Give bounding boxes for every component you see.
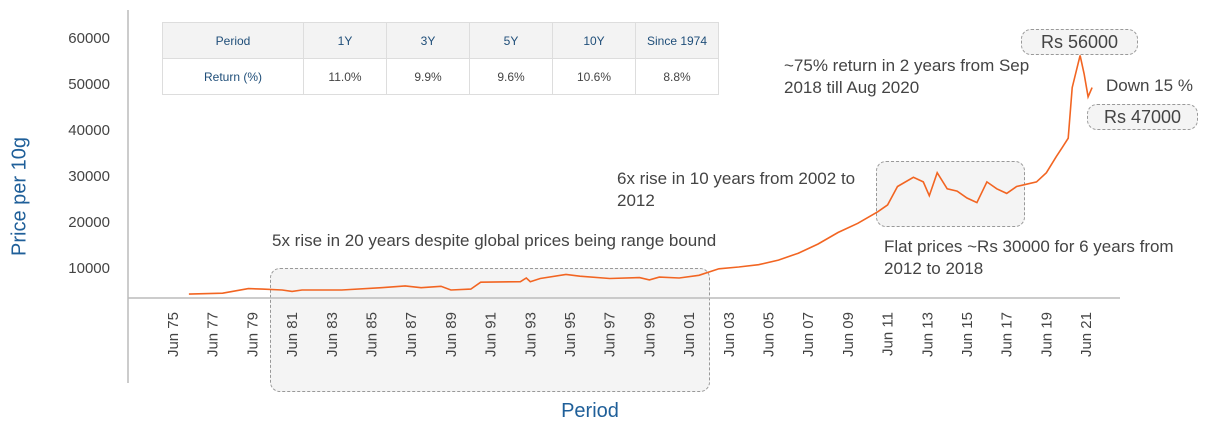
x-tick-label: Jun 97 [602, 312, 619, 357]
x-tick-label: Jun 83 [324, 312, 341, 357]
range-bound-highlight [270, 268, 710, 392]
table-header: 10Y [552, 22, 636, 59]
x-tick-label: Jun 05 [761, 312, 778, 357]
x-tick-label: Jun 89 [443, 312, 460, 357]
x-tick-label: Jun 19 [1038, 312, 1055, 357]
x-tick-label: Jun 85 [364, 312, 381, 357]
x-tick-label: Jun 79 [244, 312, 261, 357]
x-tick-label: Jun 91 [483, 312, 500, 357]
x-tick-label: Jun 17 [999, 312, 1016, 357]
x-tick-label: Jun 77 [205, 312, 222, 357]
x-tick-label: Jun 75 [165, 312, 182, 357]
table-cell: 10.6% [552, 58, 636, 95]
x-tick-label: Jun 03 [721, 312, 738, 357]
table-cell: 11.0% [303, 58, 387, 95]
current-label: Rs 47000 [1087, 104, 1198, 130]
y-axis-label: Price per 10g [8, 137, 31, 256]
table-header: Period [162, 22, 304, 59]
y-tick-label: 20000 [68, 214, 110, 231]
y-tick-label: 60000 [68, 30, 110, 47]
table-cell: 9.6% [469, 58, 553, 95]
table-header: 1Y [303, 22, 387, 59]
x-tick-label: Jun 87 [403, 312, 420, 357]
x-tick-label: Jun 93 [522, 312, 539, 357]
price-line [188, 55, 1093, 295]
annotation-flat: Flat prices ~Rs 30000 for 6 years from 2… [884, 237, 1174, 278]
table-row: Return (%) 11.0% 9.9% 9.6% 10.6% 8.8% [162, 58, 719, 95]
table-header-row: Period 1Y 3Y 5Y 10Y Since 1974 [162, 22, 719, 59]
y-tick-label: 50000 [68, 76, 110, 93]
table-header: 3Y [386, 22, 470, 59]
annotation-six-x: 6x rise in 10 years from 2002 to 2012 [617, 169, 856, 210]
x-tick-label: Jun 15 [959, 312, 976, 357]
x-tick-label: Jun 21 [1078, 312, 1095, 357]
x-axis-label: Period [561, 400, 619, 422]
annotation-return: ~75% return in 2 years from Sep 2018 til… [784, 56, 1030, 97]
returns-table: Period 1Y 3Y 5Y 10Y Since 1974 Return (%… [162, 22, 719, 95]
table-cell: 9.9% [386, 58, 470, 95]
x-tick-label: Jun 95 [562, 312, 579, 357]
annotation-range-bound: 5x rise in 20 years despite global price… [272, 231, 717, 250]
x-tick-label: Jun 07 [800, 312, 817, 357]
x-tick-label: Jun 99 [641, 312, 658, 357]
y-tick-label: 40000 [68, 122, 110, 139]
x-tick-label: Jun 81 [284, 312, 301, 357]
x-tick-label: Jun 09 [840, 312, 857, 357]
table-header: 5Y [469, 22, 553, 59]
x-tick-label: Jun 13 [919, 312, 936, 357]
y-tick-label: 10000 [68, 260, 110, 277]
table-header: Since 1974 [635, 22, 719, 59]
flat-period-highlight [876, 161, 1025, 227]
table-cell: 8.8% [635, 58, 719, 95]
x-tick-label: Jun 01 [681, 312, 698, 357]
y-tick-label: 30000 [68, 168, 110, 185]
table-row-label: Return (%) [162, 58, 304, 95]
x-tick-label: Jun 11 [880, 312, 897, 356]
annotation-down: Down 15 % [1106, 76, 1193, 95]
peak-label: Rs 56000 [1021, 29, 1138, 55]
